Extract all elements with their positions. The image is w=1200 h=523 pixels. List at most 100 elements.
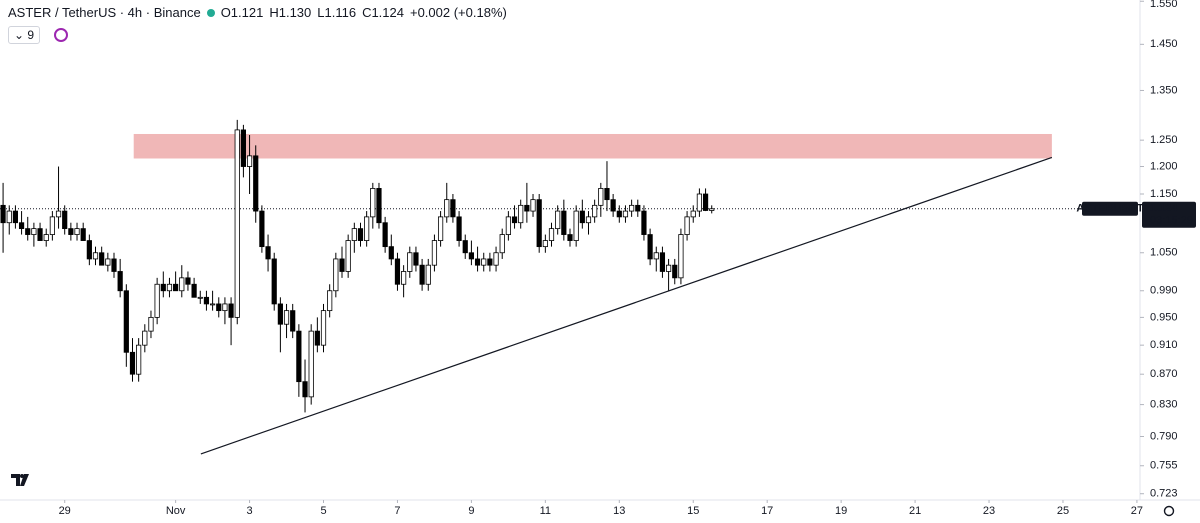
candle [259, 205, 265, 253]
candle [160, 271, 166, 298]
candle-body [518, 204, 524, 224]
candle-body [185, 277, 191, 285]
candle [185, 271, 191, 291]
candle [579, 199, 585, 229]
candle-body [296, 330, 302, 383]
candle [394, 252, 401, 291]
candle [542, 234, 548, 253]
candle-body [209, 303, 216, 306]
candle-body [561, 210, 567, 235]
candle [240, 124, 247, 178]
candle [12, 205, 19, 229]
candle-body [166, 283, 173, 292]
indicator-toggle[interactable]: ⌄ 9 [8, 26, 41, 44]
candle [678, 228, 684, 285]
candle [388, 234, 394, 266]
candle-body [364, 216, 370, 241]
candle-body [314, 330, 320, 346]
candle [222, 297, 228, 325]
candle-body [622, 210, 629, 218]
candle [296, 324, 302, 397]
candle [419, 258, 425, 291]
candle-body [111, 258, 117, 272]
candle-body [370, 188, 376, 218]
candle [567, 228, 573, 247]
candle-body [481, 258, 487, 266]
candle-body [555, 210, 561, 230]
indicator-row: ⌄ 9 [8, 26, 69, 44]
tradingview-logo [11, 474, 29, 486]
candle-body [419, 264, 425, 285]
x-tick-label: 29 [59, 505, 71, 517]
price-label-bg [1142, 201, 1196, 228]
candle [511, 205, 518, 229]
x-tick-label: 3 [247, 505, 253, 517]
candle-body [487, 258, 493, 266]
candle [401, 265, 407, 298]
candle [629, 199, 635, 217]
ohlc-low: L1.116 [317, 5, 357, 20]
candle [105, 252, 111, 272]
candle-body [474, 258, 481, 266]
candle [499, 228, 505, 259]
candle [573, 205, 579, 247]
candle-body [246, 155, 253, 167]
candle-body [55, 210, 62, 218]
candle [468, 240, 475, 266]
candle [25, 216, 31, 241]
price-label: 1.124 [1150, 203, 1178, 215]
candle [487, 252, 493, 272]
candle [702, 188, 709, 212]
candle-body [413, 252, 419, 266]
candle-body [659, 252, 666, 272]
candle-body [376, 188, 382, 224]
candle [197, 290, 203, 304]
candle-body [49, 216, 55, 235]
candle [665, 258, 672, 291]
y-tick-label: 1.350 [1150, 84, 1178, 96]
candle-body [647, 234, 653, 260]
candle [345, 234, 351, 278]
candle-body [579, 210, 585, 224]
candle [536, 194, 542, 253]
symbol-label: ASTERUSDT [1076, 203, 1144, 215]
candle [166, 277, 173, 298]
candle-body [468, 252, 475, 260]
candle-body [222, 303, 228, 312]
candle-body [684, 216, 690, 235]
candle [659, 246, 666, 278]
y-tick-label: 0.990 [1150, 285, 1178, 297]
candle [308, 324, 314, 405]
refresh-icon[interactable] [54, 28, 69, 42]
candle-body [616, 210, 622, 218]
candle [253, 145, 259, 223]
y-tick-label: 0.910 [1150, 339, 1178, 351]
candle-body [123, 290, 129, 353]
candle-body [585, 216, 592, 224]
candle-body [18, 222, 25, 230]
candle-body [530, 199, 536, 212]
y-tick-label: 1.250 [1150, 134, 1178, 146]
candle [505, 211, 511, 241]
candle [265, 234, 271, 272]
candle-body [388, 246, 394, 260]
candle [357, 222, 364, 247]
candle [290, 303, 296, 339]
settings-icon[interactable] [1163, 505, 1175, 517]
candle [518, 199, 524, 229]
candle [641, 205, 647, 241]
candle-body [444, 199, 450, 218]
candle [92, 246, 99, 266]
candle-body [25, 228, 31, 235]
candle-body [345, 240, 351, 272]
y-tick-label: 0.870 [1150, 368, 1178, 380]
candle [129, 338, 136, 382]
candle-body [696, 193, 703, 212]
candle-body [456, 216, 462, 241]
candle [598, 182, 604, 217]
ohlc-close: C1.124 [362, 5, 404, 20]
candle-body [142, 330, 148, 346]
candle [610, 194, 616, 217]
candle-body [62, 210, 68, 230]
candle [561, 199, 567, 241]
